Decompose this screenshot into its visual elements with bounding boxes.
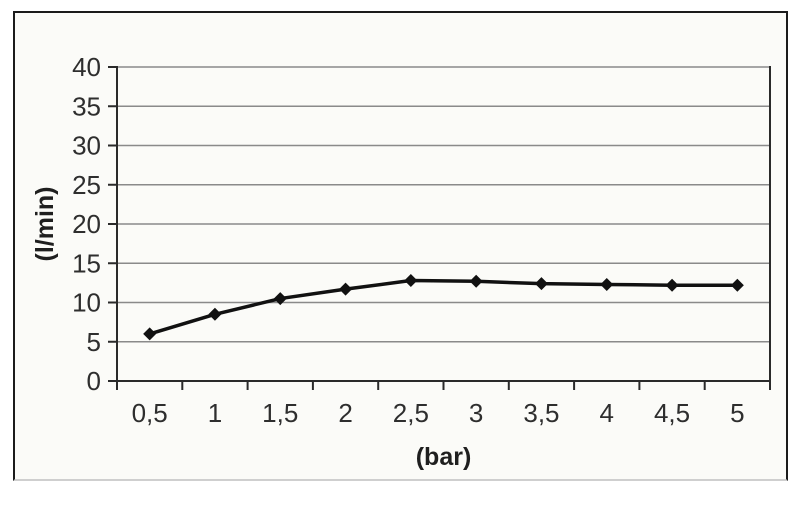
- data-point-marker: [730, 278, 744, 292]
- y-tick-label: 30: [72, 131, 101, 161]
- y-tick-label: 40: [72, 52, 101, 82]
- y-tick-label: 35: [72, 91, 101, 121]
- y-tick-label: 20: [72, 209, 101, 239]
- x-tick-label: 4,5: [654, 398, 690, 428]
- data-point-marker: [273, 292, 287, 306]
- y-tick-label: 5: [87, 327, 101, 357]
- y-tick-label: 0: [87, 366, 101, 396]
- data-point-marker: [534, 277, 548, 291]
- x-tick-label: 0,5: [132, 398, 168, 428]
- x-tick-label: 1,5: [262, 398, 298, 428]
- data-point-marker: [469, 274, 483, 288]
- x-axis-title: (bar): [416, 443, 472, 471]
- y-tick-label: 10: [72, 288, 101, 318]
- x-tick-label: 4: [600, 398, 614, 428]
- x-tick-label: 3: [469, 398, 483, 428]
- y-axis-title: (l/min): [31, 187, 59, 262]
- flow-rate-chart: 0 5 10 15 20 25 30 35 40 0,5 1 1,5 2 2,5 3 3,5 4 4,5 5 (bar…: [13, 11, 788, 481]
- x-tick-label: 2,5: [393, 398, 429, 428]
- series-line: [149, 278, 738, 336]
- data-point-marker: [143, 327, 157, 341]
- y-tick-label: 15: [72, 248, 101, 278]
- data-point-marker: [339, 282, 353, 296]
- data-point-marker: [600, 277, 614, 291]
- x-tick-label: 1: [208, 398, 222, 428]
- data-point-marker: [404, 274, 418, 288]
- data-point-marker: [208, 307, 222, 321]
- x-tick-label: 5: [730, 398, 744, 428]
- data-point-marker: [665, 278, 679, 292]
- y-tick-label: 25: [72, 170, 101, 200]
- chart-canvas: 0 5 10 15 20 25 30 35 40 0,5 1 1,5 2 2,5 3 3,5 4 4,5 5 (bar…: [31, 52, 771, 471]
- x-tick-label: 3,5: [523, 398, 559, 428]
- x-tick-label: 2: [338, 398, 352, 428]
